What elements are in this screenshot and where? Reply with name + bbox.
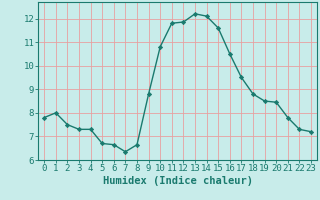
X-axis label: Humidex (Indice chaleur): Humidex (Indice chaleur) bbox=[103, 176, 252, 186]
